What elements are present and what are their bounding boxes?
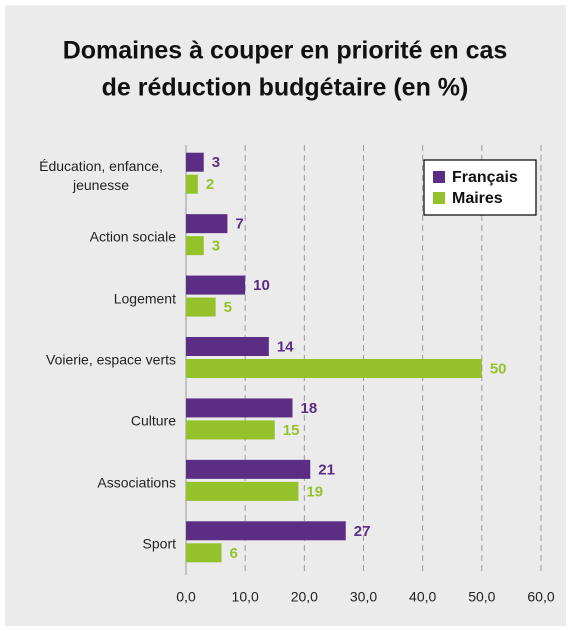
value-label: 3 xyxy=(212,238,220,255)
y-tick-label: Logement xyxy=(113,290,176,307)
x-tick-label: 60,0 xyxy=(527,589,554,605)
y-tick-label: Sport xyxy=(142,535,176,552)
chart-title: Domaines à couper en priorité en cas xyxy=(63,37,508,65)
value-label: 19 xyxy=(306,483,323,500)
bar xyxy=(186,398,293,418)
bar xyxy=(186,214,228,234)
legend-label: Français xyxy=(452,169,518,186)
y-tick-label: Associations xyxy=(97,474,176,491)
value-label: 21 xyxy=(318,461,335,478)
bar xyxy=(186,297,216,317)
y-tick-label: Voierie, espace verts xyxy=(46,351,176,368)
bar xyxy=(186,174,198,194)
bar xyxy=(186,481,299,501)
legend-swatch xyxy=(433,171,445,183)
bar xyxy=(186,337,269,356)
value-label: 2 xyxy=(206,176,214,193)
bar xyxy=(186,521,346,541)
value-label: 10 xyxy=(253,277,270,294)
value-label: 14 xyxy=(277,338,294,355)
bar xyxy=(186,152,204,172)
bar xyxy=(186,459,311,479)
bar xyxy=(186,359,482,378)
value-label: 5 xyxy=(224,299,232,316)
y-tick-label: Culture xyxy=(130,412,176,429)
y-tick-label: Action sociale xyxy=(89,228,176,245)
value-label: 18 xyxy=(301,400,318,417)
x-tick-label: 20,0 xyxy=(291,589,318,605)
value-label: 3 xyxy=(212,154,220,171)
value-label: 27 xyxy=(354,523,371,540)
x-tick-label: 0,0 xyxy=(176,589,196,605)
value-label: 7 xyxy=(235,216,243,233)
bar xyxy=(186,236,204,256)
bar xyxy=(186,420,275,440)
x-tick-label: 50,0 xyxy=(468,589,495,605)
value-label: 50 xyxy=(490,360,507,377)
bar xyxy=(186,275,246,295)
bar xyxy=(186,543,222,563)
x-tick-label: 40,0 xyxy=(409,589,436,605)
y-tick-label: Éducation, enfance, jeunesse xyxy=(39,157,163,193)
value-label: 6 xyxy=(230,545,238,562)
legend-box xyxy=(423,159,537,216)
value-label: 15 xyxy=(283,422,300,439)
legend-swatch xyxy=(433,192,445,204)
chart-title: de réduction budgétaire (en %) xyxy=(102,74,469,102)
x-tick-label: 10,0 xyxy=(232,589,259,605)
x-tick-label: 30,0 xyxy=(350,589,377,605)
legend-label: Maires xyxy=(452,190,503,207)
